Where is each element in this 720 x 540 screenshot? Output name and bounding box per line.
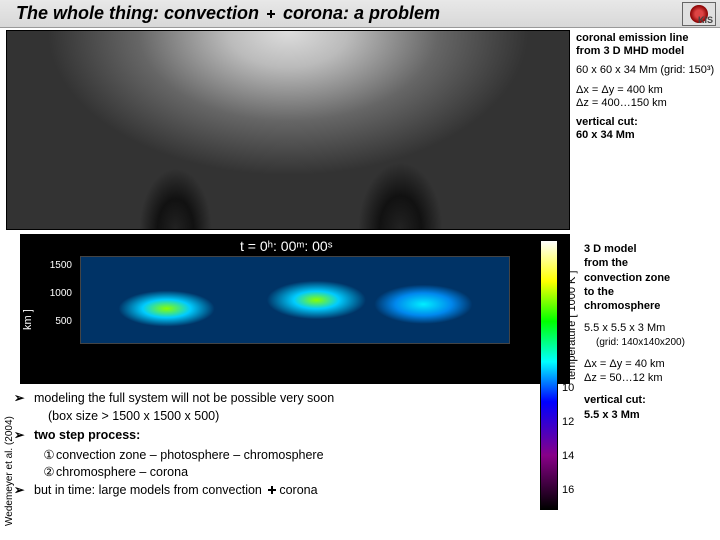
colorbar-tick: 10: [562, 382, 574, 394]
coronal-dx: Δx = Δy = 400 km: [576, 84, 716, 97]
ytick: 500: [40, 316, 72, 327]
coronal-info-panel: coronal emission line from 3 D MHD model…: [576, 32, 716, 148]
b3b: corona: [279, 483, 317, 497]
m3d-cut1: vertical cut:: [584, 393, 718, 407]
bullet-1: ➢ modeling the full system will not be p…: [14, 390, 538, 425]
citation-text: Wedemeyer et al. (2004): [4, 416, 15, 526]
coronal-dims: 60 x 60 x 34 Mm (grid: 150³): [576, 64, 716, 77]
coronal-cut1: vertical cut:: [576, 116, 716, 129]
coronal-dz: Δz = 400…150 km: [576, 97, 716, 110]
coronal-heading1: coronal emission line: [576, 32, 716, 45]
logo-text: KIS: [698, 15, 713, 25]
title-bar: The whole thing: convection corona: a pr…: [0, 0, 720, 28]
m3d-h4: to the: [584, 285, 718, 299]
colorbar-tick: 2: [562, 246, 568, 258]
m3d-dx: Δx = Δy = 40 km: [584, 357, 718, 371]
bullet-icon: ➢: [14, 390, 28, 425]
arrow-icon: [264, 7, 278, 21]
y-axis: 1500 1000 500: [40, 256, 78, 344]
bullet-2: ➢ two step process:: [14, 427, 538, 445]
arrow-icon: [265, 483, 279, 497]
m3d-dz: Δz = 50…12 km: [584, 371, 718, 385]
circled-2-icon: ②: [42, 464, 56, 482]
title-pre: The whole thing: convection: [16, 3, 264, 23]
ytick: 1000: [40, 288, 72, 299]
coronal-emission-image: [6, 30, 570, 230]
kis-logo: KIS: [682, 2, 716, 26]
colorbar-tick: 14: [562, 450, 574, 462]
bullet-icon: ➢: [14, 427, 28, 445]
ytick: 1500: [40, 260, 72, 271]
coronal-cut2: 60 x 34 Mm: [576, 129, 716, 142]
b2: two step process:: [34, 427, 140, 445]
model3d-info-panel: 3 D model from the convection zone to th…: [584, 242, 718, 430]
time-label: t = 0ʰ: 00ᵐ: 00ˢ: [240, 238, 332, 254]
m3d-h5: chromosphere: [584, 299, 718, 313]
bullet-3: ➢ but in time: large models from convect…: [14, 482, 538, 500]
bullet-2a: ①convection zone – photosphere – chromos…: [14, 447, 538, 465]
b1a: modeling the full system will not be pos…: [34, 391, 334, 405]
bullet-icon: ➢: [14, 482, 28, 500]
slide-title: The whole thing: convection corona: a pr…: [16, 3, 440, 24]
m3d-grid: (grid: 140x140x200): [584, 336, 718, 349]
colorbar-tick: 16: [562, 484, 574, 496]
b1b: (box size > 1500 x 1500 x 500): [34, 409, 219, 423]
b3a: but in time: large models from convectio…: [34, 483, 265, 497]
m3d-dims: 5.5 x 5.5 x 3 Mm: [584, 321, 718, 335]
m3d-h3: convection zone: [584, 271, 718, 285]
title-post: corona: a problem: [278, 3, 440, 23]
m3d-h1: 3 D model: [584, 242, 718, 256]
colorbar-tick: 4: [562, 280, 568, 292]
bullet-list: ➢ modeling the full system will not be p…: [14, 390, 538, 501]
colorbar-tick: 8: [562, 348, 568, 360]
temperature-colorbar: [540, 240, 558, 510]
b2a-text: convection zone – photosphere – chromosp…: [56, 448, 324, 462]
colorbar-tick: 6: [562, 314, 568, 326]
colorbar-tick: 12: [562, 416, 574, 428]
circled-1-icon: ①: [42, 447, 56, 465]
chromosphere-temperature-image: [80, 256, 510, 344]
m3d-h2: from the: [584, 256, 718, 270]
b2b-text: chromosphere – corona: [56, 465, 188, 479]
bullet-2b: ②chromosphere – corona: [14, 464, 538, 482]
y-axis-unit: km ]: [22, 309, 34, 330]
coronal-heading2: from 3 D MHD model: [576, 45, 716, 58]
m3d-cut2: 5.5 x 3 Mm: [584, 408, 718, 422]
